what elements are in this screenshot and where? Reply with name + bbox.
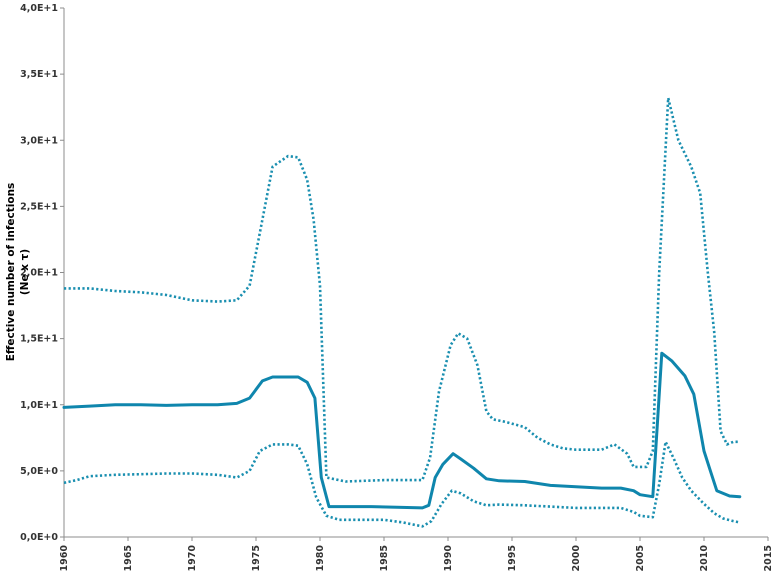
x-tick-label: 2010	[699, 545, 710, 572]
x-tick-label: 1980	[315, 545, 326, 572]
x-ticks: 1960 1965 1970 1975 1980 1985 1990 1995 2000 2005…	[59, 537, 774, 571]
y-axis-title-line-1: Effective number of infections	[5, 183, 17, 362]
y-tick-label: 3,5E+1	[20, 69, 58, 80]
y-tick-label: 0,0E+0	[20, 532, 58, 543]
x-tick-label: 2005	[635, 545, 646, 571]
y-axis-title-line-2: (Ne x τ)	[19, 249, 31, 295]
x-tick-label: 1975	[251, 545, 262, 571]
x-tick-label: 1990	[443, 545, 454, 572]
series-line-lower	[63, 440, 741, 528]
y-tick-label: 5,0E+0	[20, 466, 58, 477]
x-tick-label: 1985	[379, 545, 390, 571]
series-line-upper	[64, 96, 740, 483]
x-tick-label: 2015	[763, 545, 774, 571]
x-tick-label: 1960	[59, 545, 70, 572]
y-ticks: 0,0E+0 5,0E+0 1,0E+1 1,5E+1 2,0E+1 2,5E+1 3,0E…	[20, 3, 64, 543]
y-tick-label: 1,0E+1	[20, 400, 58, 411]
series-line-median	[62, 351, 742, 510]
series-group	[62, 96, 742, 528]
y-tick-label: 4,0E+1	[20, 3, 58, 14]
x-tick-label: 1970	[187, 545, 198, 572]
y-tick-label: 3,0E+1	[20, 135, 58, 146]
x-tick-label: 2000	[571, 545, 582, 572]
x-tick-label: 1995	[507, 545, 518, 571]
y-tick-label: 1,5E+1	[20, 334, 58, 345]
y-tick-label: 2,5E+1	[20, 201, 58, 212]
y-tick-label: 2,0E+1	[20, 268, 58, 279]
x-tick-label: 1965	[123, 545, 134, 571]
